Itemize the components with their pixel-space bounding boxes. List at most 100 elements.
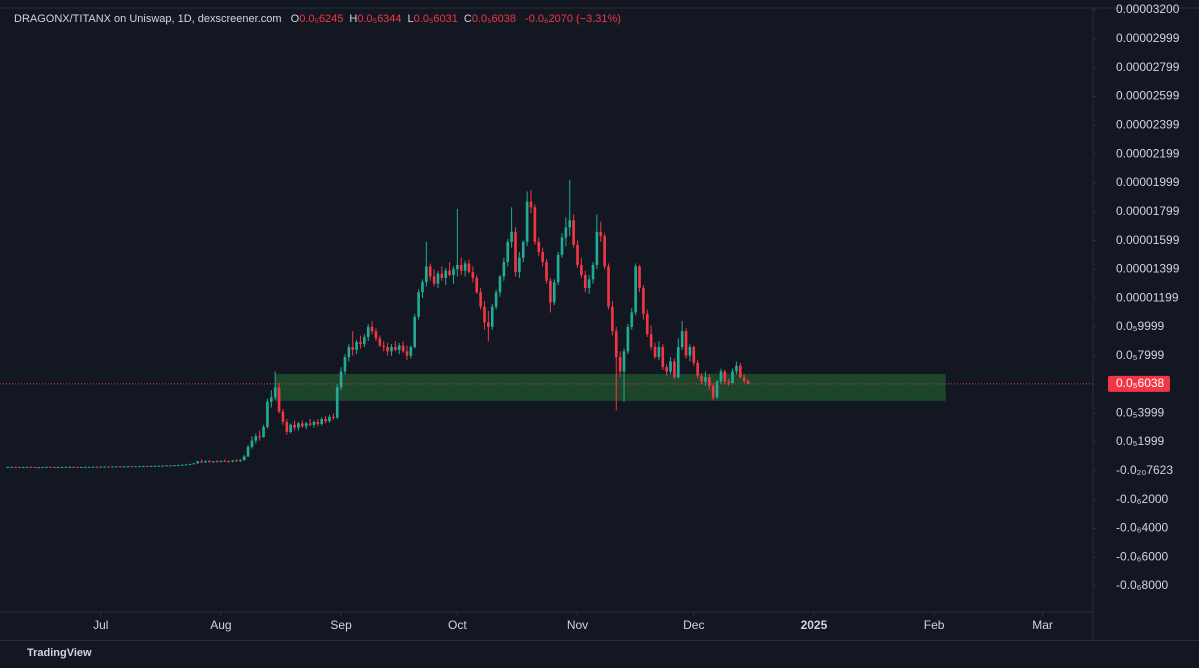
candle-body bbox=[351, 347, 355, 350]
candle-body bbox=[723, 371, 727, 382]
candle-body bbox=[680, 331, 684, 348]
change: -0.0₆2070 (−3.31%) bbox=[525, 13, 621, 25]
candle-body bbox=[273, 387, 277, 398]
candle-body bbox=[394, 347, 397, 350]
candle-body bbox=[176, 464, 180, 466]
candle-body bbox=[545, 262, 548, 281]
x-tick-label: Oct bbox=[448, 618, 467, 632]
y-tick-label: 0.00003200 bbox=[1116, 2, 1180, 16]
candle-body bbox=[103, 466, 106, 468]
candle-body bbox=[556, 254, 560, 283]
candle-body bbox=[382, 345, 386, 348]
ohlc-value: 0.0₅6038 bbox=[471, 13, 517, 25]
candle-body bbox=[269, 397, 273, 402]
y-tick-label: 0.00002599 bbox=[1116, 89, 1180, 103]
candle-body bbox=[227, 461, 230, 463]
candle-body bbox=[52, 466, 56, 468]
x-tick-label: Jul bbox=[93, 618, 108, 632]
candle-body bbox=[301, 423, 304, 427]
candle-body bbox=[711, 385, 715, 398]
candle-body bbox=[246, 446, 250, 457]
candle-body bbox=[223, 460, 227, 462]
ohlc: O0.0₅6245 H0.0₅6344 L0.0₅6031 C0.0₅6038 bbox=[285, 13, 516, 25]
candle-body bbox=[742, 377, 746, 381]
candle-body bbox=[45, 466, 48, 468]
candle-body bbox=[595, 231, 599, 265]
candle-body bbox=[126, 466, 130, 468]
x-tick-label: 2025 bbox=[801, 618, 828, 632]
candle-body bbox=[386, 347, 389, 352]
candle-body bbox=[444, 270, 448, 278]
candle-body bbox=[576, 244, 579, 265]
y-tick-label: 0.00001199 bbox=[1116, 290, 1179, 304]
candle-body bbox=[80, 466, 83, 468]
candle-body bbox=[459, 264, 463, 271]
candle-body bbox=[41, 466, 44, 468]
candle-body bbox=[207, 461, 211, 463]
candle-body bbox=[374, 331, 378, 339]
candle-body bbox=[645, 313, 649, 335]
candle-body bbox=[83, 466, 87, 468]
candle-body bbox=[552, 282, 556, 303]
candle-body bbox=[397, 345, 401, 350]
candle-body bbox=[161, 465, 165, 467]
candle-body bbox=[324, 419, 327, 422]
candle-body bbox=[21, 466, 25, 468]
candle-body bbox=[153, 465, 157, 467]
candle-body bbox=[289, 424, 293, 432]
candle-body bbox=[359, 341, 362, 345]
candle-body bbox=[525, 201, 529, 242]
candle-body bbox=[95, 466, 99, 468]
y-tick-label: -0.0₂₀7623 bbox=[1116, 463, 1173, 477]
candle-body bbox=[638, 266, 641, 288]
candle-body bbox=[332, 416, 335, 418]
x-tick-label: Nov bbox=[567, 618, 588, 632]
y-tick-label: 0.00002999 bbox=[1116, 31, 1180, 45]
candle-body bbox=[529, 201, 533, 208]
candle-body bbox=[471, 272, 475, 278]
candle-body bbox=[130, 466, 134, 468]
candle-body bbox=[428, 266, 432, 277]
candle-body bbox=[456, 264, 459, 270]
candle-body bbox=[285, 421, 289, 432]
candle-body bbox=[91, 466, 95, 468]
x-tick-label: Mar bbox=[1032, 618, 1053, 632]
candle-body bbox=[568, 220, 572, 228]
candle-body bbox=[657, 347, 661, 358]
candle-body bbox=[502, 262, 506, 277]
candle-body bbox=[413, 316, 417, 348]
candle-body bbox=[211, 461, 215, 463]
y-tick-label: 0.0₅9999 bbox=[1116, 319, 1165, 333]
candle-body bbox=[452, 269, 455, 276]
candle-body bbox=[688, 347, 692, 356]
candle-body bbox=[312, 421, 316, 425]
candle-body bbox=[669, 361, 672, 372]
candle-body bbox=[676, 347, 680, 378]
candle-body bbox=[649, 334, 653, 348]
candle-body bbox=[196, 461, 199, 464]
candle-body bbox=[614, 331, 618, 358]
y-tick-label: 0.00002199 bbox=[1116, 146, 1180, 160]
y-tick-label: -0.0₆8000 bbox=[1116, 578, 1169, 592]
candle-body bbox=[580, 264, 583, 276]
x-tick-label: Aug bbox=[210, 618, 231, 632]
candle-body bbox=[328, 416, 331, 422]
candle-body bbox=[692, 347, 696, 363]
candle-body bbox=[696, 362, 699, 376]
candle-body bbox=[363, 336, 366, 345]
candle-body bbox=[440, 273, 444, 278]
candle-body bbox=[622, 351, 626, 372]
x-tick-label: Feb bbox=[924, 618, 945, 632]
y-tick-label: 0.00001999 bbox=[1116, 175, 1180, 189]
candle-body bbox=[60, 466, 64, 468]
ohlc-key: O bbox=[290, 13, 300, 25]
candle-body bbox=[483, 306, 486, 323]
candle-body bbox=[475, 277, 479, 293]
candle-body bbox=[510, 231, 513, 242]
candle-body bbox=[738, 365, 742, 378]
brand: TradingView bbox=[27, 647, 92, 659]
candle-body bbox=[14, 466, 17, 468]
candle-body bbox=[487, 322, 490, 327]
last-price-label: 0.0₅6038 bbox=[1116, 376, 1165, 390]
